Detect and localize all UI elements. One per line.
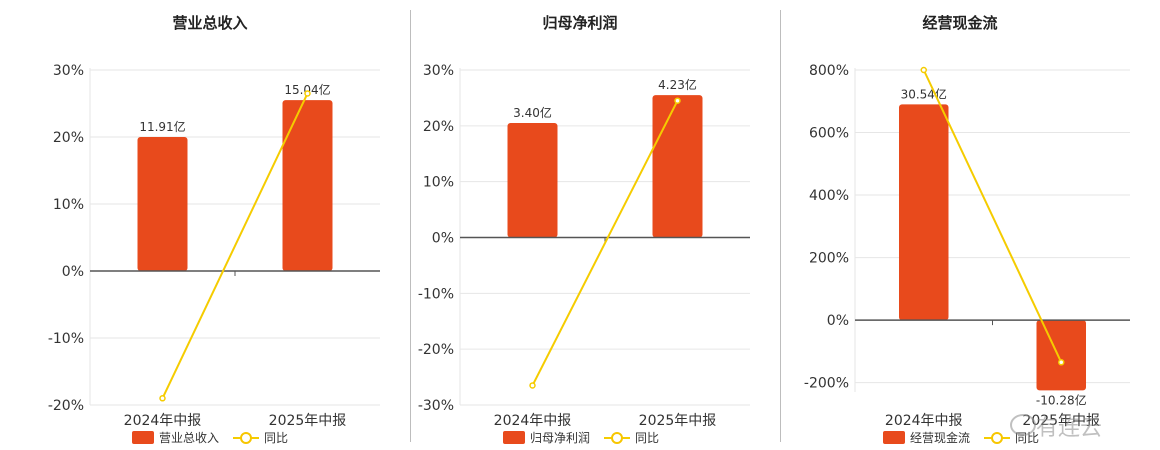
bar-data-label: 30.54亿	[901, 86, 947, 101]
x-tick-label: 2024年中报	[124, 413, 202, 429]
bar	[1036, 320, 1086, 391]
y-tick-label: 400%	[809, 188, 849, 204]
watermark-logo-icon	[1010, 414, 1036, 436]
y-tick-label: -200%	[804, 376, 849, 392]
revenue-chart: -20% -10% 0% 10% 20% 30% 11.91亿 15.04亿 2024年中报 20…	[48, 63, 380, 429]
yoy-point	[1058, 359, 1065, 366]
legend-line-label: 同比	[635, 431, 660, 445]
legend-line-swatch	[604, 431, 631, 444]
y-tick-label: -10%	[418, 286, 454, 302]
chart-title-net-profit: 归母净利润	[542, 14, 618, 32]
legend-net-profit[interactable]: 归母净利润 同比	[503, 429, 659, 446]
legend-bar-label: 归母净利润	[530, 431, 591, 445]
bar	[507, 123, 558, 238]
chart-title-cash-flow: 经营现金流	[922, 14, 998, 32]
y-tick-label: 200%	[809, 251, 849, 267]
legend-bar-label: 经营现金流	[910, 431, 971, 445]
y-tick-label: 600%	[809, 126, 849, 142]
y-tick-label: -20%	[418, 342, 454, 358]
y-tick-label: 10%	[423, 175, 454, 191]
y-tick-label: 30%	[53, 63, 84, 79]
bar	[899, 104, 949, 321]
yoy-point	[674, 97, 681, 104]
y-tick-label: 0%	[62, 264, 84, 280]
legend-line-swatch	[984, 431, 1011, 444]
y-tick-label: 20%	[53, 130, 84, 146]
y-tick-label: 20%	[423, 119, 454, 135]
yoy-point	[920, 66, 927, 74]
x-tick-label: 2025年中报	[1022, 413, 1100, 429]
legend-bar-swatch	[503, 431, 525, 444]
yoy-line	[922, 69, 1063, 363]
bar-data-label: -10.28亿	[1036, 392, 1087, 407]
bar-data-label: 4.23亿	[658, 77, 697, 92]
legend-line-swatch	[233, 431, 260, 444]
chart-title-revenue: 营业总收入	[172, 14, 248, 32]
y-tick-label: 10%	[53, 197, 84, 213]
legend-bar-swatch	[132, 431, 154, 444]
yoy-line	[531, 100, 679, 386]
yoy-line	[161, 93, 309, 399]
legend-line-label: 同比	[264, 431, 289, 445]
cash-flow-chart: -200% 0% 200% 400% 600% 800% 30.54亿 -10.28亿 2024…	[804, 63, 1130, 429]
x-tick-label: 2025年中报	[639, 413, 717, 429]
bar	[282, 100, 333, 272]
bar-data-label: 3.40亿	[513, 105, 552, 120]
x-tick-label: 2025年中报	[269, 413, 347, 429]
x-tick-label: 2024年中报	[885, 413, 963, 429]
x-tick-label: 2024年中报	[494, 413, 572, 429]
y-tick-label: 800%	[809, 63, 849, 79]
legend-bar-label: 营业总收入	[159, 431, 220, 445]
panel-divider	[780, 10, 781, 442]
net-profit-chart: -30% -20% -10% 0% 10% 20% 30% 3.40亿 4.23亿 2024年中报…	[418, 63, 750, 429]
y-tick-label: -30%	[418, 398, 454, 414]
bar	[652, 95, 703, 238]
bar-data-label: 15.04亿	[284, 82, 330, 97]
panel-divider	[410, 10, 411, 442]
bar	[137, 137, 188, 271]
yoy-point	[304, 90, 311, 97]
y-tick-label: 30%	[423, 63, 454, 79]
y-tick-label: 0%	[432, 231, 454, 247]
legend-bar-swatch	[883, 431, 905, 444]
bar-data-label: 11.91亿	[139, 119, 185, 134]
yoy-point	[529, 382, 536, 389]
y-tick-label: 0%	[827, 313, 849, 329]
y-tick-label: -10%	[48, 331, 84, 347]
yoy-point	[159, 395, 166, 402]
watermark-text: 有连云	[1036, 416, 1103, 441]
y-tick-label: -20%	[48, 398, 84, 414]
legend-revenue[interactable]: 营业总收入 同比	[132, 429, 288, 446]
